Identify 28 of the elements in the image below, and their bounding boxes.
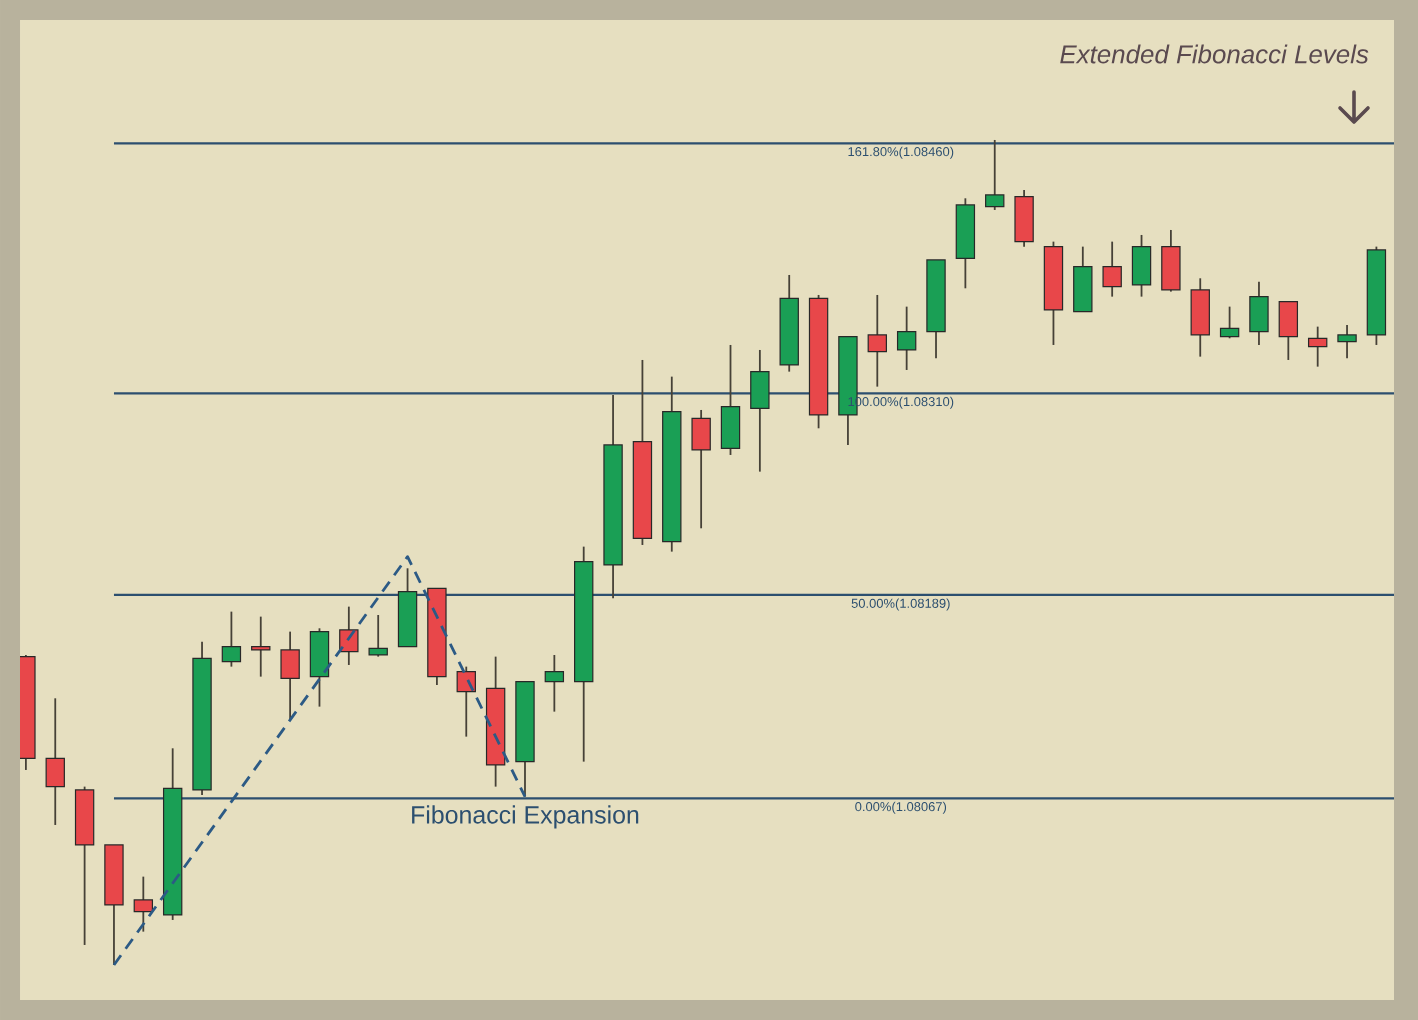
text: Extended Fibonacci Levels [1060,44,1369,64]
candlestick [750,349,770,473]
candlestick [368,614,388,658]
candlestick [1131,234,1152,298]
candlestick [1307,325,1328,368]
candlestick [896,305,917,371]
candlestick [1337,324,1357,360]
candlestick [867,294,887,388]
candlestick [1073,245,1093,313]
candlestick [1219,305,1240,340]
candlestick [221,610,242,668]
candlestick [985,139,1005,211]
candlestick [720,344,741,456]
candlestick [309,627,330,708]
candlestick [280,630,300,721]
candlestick [1102,240,1122,298]
candlestick [691,409,711,530]
candlestick [251,615,271,678]
candlestick [1190,277,1210,358]
candlestick [133,875,154,933]
candlestick [1161,229,1181,293]
candlestick [45,697,65,826]
candlestick [544,654,565,713]
candlestick [339,605,359,666]
candlestick [1278,300,1299,361]
candlestick [1249,280,1269,346]
annotation: Fibonacci Expansion [412,805,639,829]
candlestick [1014,189,1034,248]
